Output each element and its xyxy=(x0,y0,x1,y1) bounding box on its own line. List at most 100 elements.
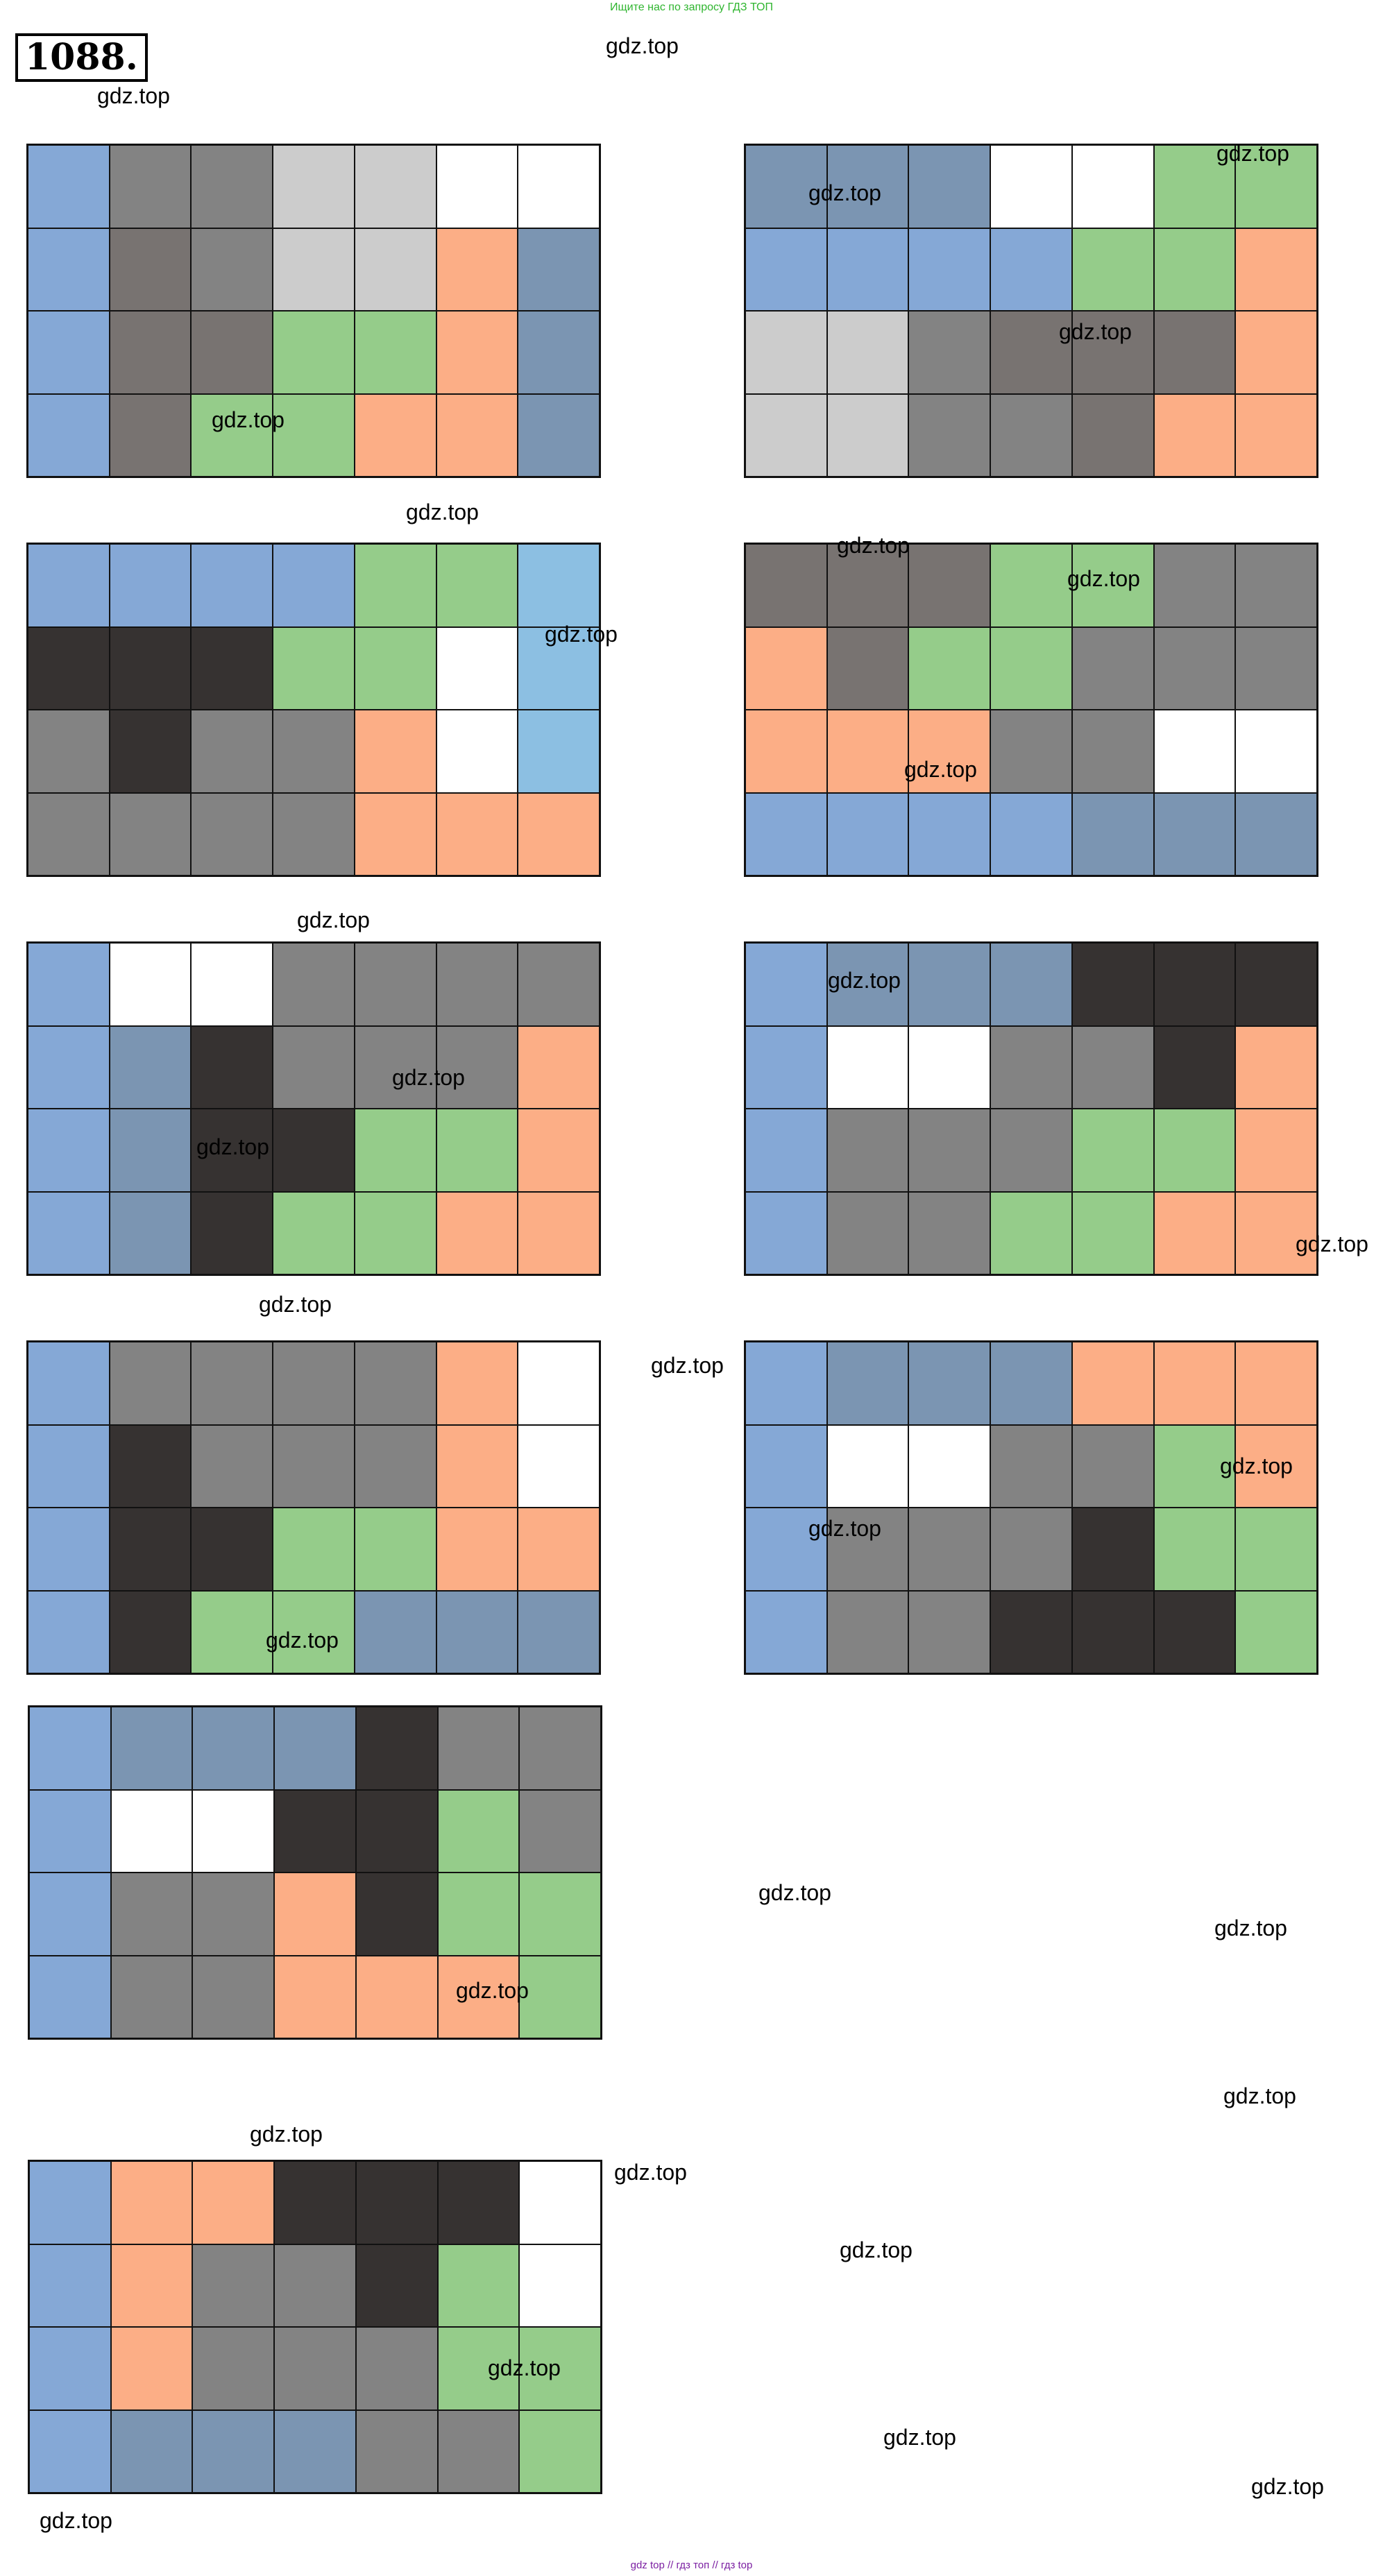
grid-cell xyxy=(990,311,1072,394)
grid-cell xyxy=(354,792,436,876)
grid-cell xyxy=(1071,544,1154,627)
grid-cell xyxy=(519,2244,601,2327)
grid-cell xyxy=(908,145,991,228)
grid-cell xyxy=(191,792,273,876)
watermark: gdz.top xyxy=(250,2122,323,2147)
grid-cell xyxy=(826,228,909,311)
grid-cell xyxy=(1153,228,1236,311)
color-grid-5 xyxy=(26,941,601,1276)
grid-cell xyxy=(191,1508,273,1591)
grid-cell xyxy=(518,145,600,228)
grid-cell xyxy=(745,544,827,627)
grid-cell xyxy=(28,1424,110,1508)
grid-cell xyxy=(1235,1424,1317,1508)
grid-cell xyxy=(519,1789,601,1873)
grid-cell xyxy=(436,1025,518,1109)
grid-cell xyxy=(745,626,827,710)
grid-cell xyxy=(1235,544,1317,627)
grid-cell xyxy=(745,393,827,477)
grid-cell xyxy=(29,2161,111,2244)
grid-cell xyxy=(519,1707,601,1790)
grid-cell xyxy=(908,1590,991,1673)
grid-cell xyxy=(518,1424,600,1508)
grid-cell xyxy=(192,1789,275,1873)
grid-cell xyxy=(1235,1590,1317,1673)
watermark: gdz.top xyxy=(297,907,370,932)
grid-cell xyxy=(191,943,273,1026)
grid-cell xyxy=(191,1590,273,1673)
grid-cell xyxy=(355,1707,438,1790)
grid-cell xyxy=(990,228,1072,311)
grid-cell xyxy=(518,710,600,793)
grid-cell xyxy=(1071,626,1154,710)
grid-cell xyxy=(990,1508,1072,1591)
grid-cell xyxy=(191,145,273,228)
grid-cell xyxy=(1235,626,1317,710)
grid-cell xyxy=(436,1109,518,1192)
grid-cell xyxy=(1153,1508,1236,1591)
grid-cell xyxy=(273,1424,355,1508)
grid-cell xyxy=(745,792,827,876)
grid-cell xyxy=(191,228,273,311)
grid-cell xyxy=(745,145,827,228)
grid-cell xyxy=(437,2244,520,2327)
grid-cell xyxy=(110,1873,193,1956)
grid-cell xyxy=(355,1789,438,1873)
grid-cell xyxy=(1235,228,1317,311)
grid-cell xyxy=(908,1191,991,1274)
grid-cell xyxy=(109,1508,192,1591)
grid-cell xyxy=(273,1590,355,1673)
grid-cell xyxy=(826,792,909,876)
grid-cell xyxy=(908,943,991,1026)
grid-cell xyxy=(1071,311,1154,394)
grid-cell xyxy=(436,145,518,228)
grid-cell xyxy=(110,1955,193,2038)
grid-cell xyxy=(191,1109,273,1192)
grid-cell xyxy=(28,1191,110,1274)
grid-cell xyxy=(990,145,1072,228)
grid-cell xyxy=(908,1342,991,1425)
watermark: gdz.top xyxy=(828,968,901,993)
grid-cell xyxy=(436,626,518,710)
grid-cell xyxy=(29,2244,111,2327)
grid-cell xyxy=(1153,1191,1236,1274)
grid-cell xyxy=(109,626,192,710)
watermark: gdz.top xyxy=(651,1353,724,1378)
grid-cell xyxy=(826,1025,909,1109)
grid-cell xyxy=(1153,1109,1236,1192)
grid-cell xyxy=(28,1590,110,1673)
grid-cell xyxy=(518,1590,600,1673)
grid-cell xyxy=(109,1109,192,1192)
grid-cell xyxy=(110,2327,193,2410)
grid-cell xyxy=(355,2244,438,2327)
grid-cell xyxy=(908,1508,991,1591)
grid-cell xyxy=(518,1508,600,1591)
grid-cell xyxy=(518,943,600,1026)
grid-cell xyxy=(29,2409,111,2493)
grid-cell xyxy=(1153,1342,1236,1425)
grid-cell xyxy=(354,1508,436,1591)
grid-cell xyxy=(1235,1025,1317,1109)
grid-cell xyxy=(1235,943,1317,1026)
search-banner[interactable]: Ищите нас по запросу ГДЗ ТОП xyxy=(610,1,773,13)
grid-cell xyxy=(1153,393,1236,477)
watermark: gdz.top xyxy=(1059,319,1132,344)
grid-cell xyxy=(354,943,436,1026)
watermark: gdz.top xyxy=(614,2160,687,2185)
grid-cell xyxy=(437,1955,520,2038)
watermark: gdz.top xyxy=(266,1628,339,1653)
grid-cell xyxy=(191,1342,273,1425)
grid-cell xyxy=(1153,145,1236,228)
grid-cell xyxy=(109,1342,192,1425)
grid-cell xyxy=(355,2327,438,2410)
color-grid-10 xyxy=(28,2160,602,2494)
grid-cell xyxy=(110,1707,193,1790)
footer-links[interactable]: gdz top // гдз топ // гдз top xyxy=(630,2559,753,2571)
watermark: gdz.top xyxy=(488,2355,561,2380)
grid-cell xyxy=(110,2409,193,2493)
grid-cell xyxy=(274,2244,356,2327)
grid-cell xyxy=(273,792,355,876)
grid-cell xyxy=(1235,393,1317,477)
watermark: gdz.top xyxy=(406,500,479,524)
grid-cell xyxy=(191,1424,273,1508)
